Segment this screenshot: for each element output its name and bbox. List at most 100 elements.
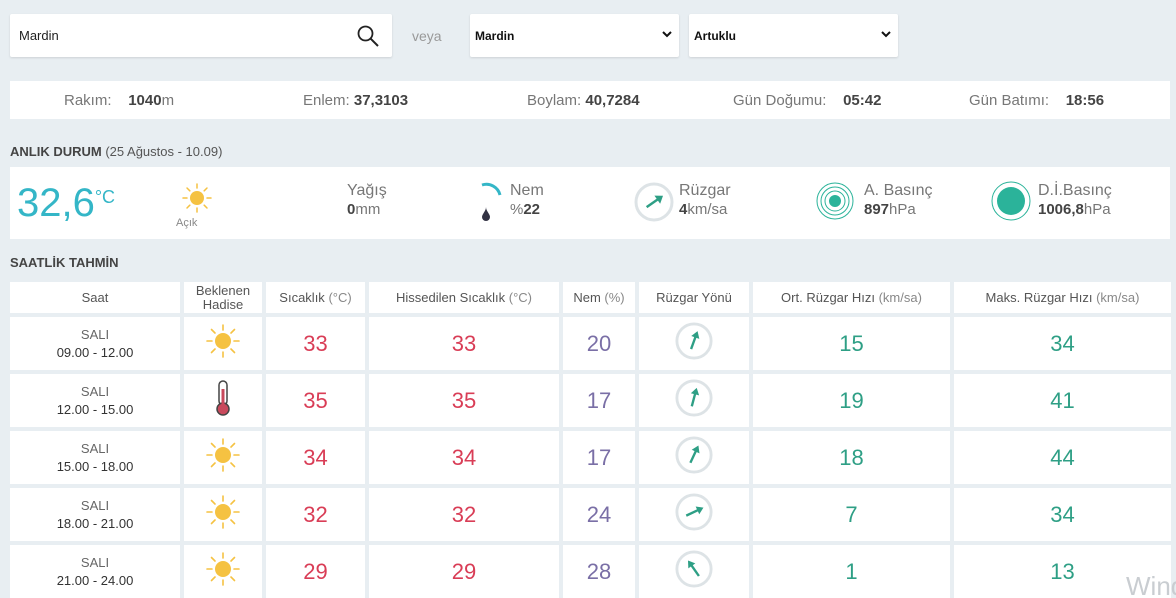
sea-pressure-label: D.İ.Basınç — [1038, 182, 1112, 199]
rain-unit: mm — [355, 201, 381, 218]
cell-max-wind: 41 — [954, 374, 1171, 427]
sunset-label: Gün Batımı: — [969, 92, 1050, 109]
table-header-row: Saat Beklenen Hadise Sıcaklık (°C) Hissed… — [10, 282, 1171, 313]
chevron-down-icon — [881, 31, 891, 38]
cell-time: SALI 18.00 - 21.00 — [10, 488, 180, 541]
cell-hadise — [184, 317, 262, 370]
rain-label: Yağış — [347, 182, 387, 199]
cell-wind-dir — [639, 374, 749, 427]
altitude-info: Rakım: 1040m — [64, 92, 174, 109]
cell-wind-dir — [639, 545, 749, 598]
sea-pressure-value: 1006,8 — [1038, 201, 1084, 218]
cell-max-wind: 34 — [954, 317, 1171, 370]
cell-avg-wind: 19 — [753, 374, 950, 427]
table-row: SALI 21.00 - 24.00 29 29 28 1 13 — [10, 545, 1171, 598]
cell-temp: 32 — [266, 488, 365, 541]
row-time: 21.00 - 24.00 — [56, 572, 134, 588]
cell-feels: 29 — [369, 545, 559, 598]
row-day: SALI — [80, 326, 110, 342]
row-day: SALI — [80, 440, 110, 456]
cell-temp: 33 — [266, 317, 365, 370]
cell-max-wind: 34 — [954, 488, 1171, 541]
row-day: SALI — [80, 497, 110, 513]
cell-feels: 32 — [369, 488, 559, 541]
cell-humidity: 17 — [563, 374, 635, 427]
cell-avg-wind: 15 — [753, 317, 950, 370]
humidity-value: 22 — [523, 201, 541, 218]
cell-hadise — [184, 374, 262, 427]
wind-label: Rüzgar — [679, 182, 731, 199]
wind-metric: Rüzgar 4km/sa — [679, 181, 731, 219]
wind-unit: km/sa — [687, 201, 728, 218]
cell-wind-dir — [639, 317, 749, 370]
cell-feels: 34 — [369, 431, 559, 484]
pressure-icon — [816, 182, 854, 220]
cell-temp: 29 — [266, 545, 365, 598]
header-hissedilen: Hissedilen Sıcaklık (°C) — [369, 282, 559, 313]
pressure-value: 897 — [864, 201, 890, 218]
cell-time: SALI 21.00 - 24.00 — [10, 545, 180, 598]
header-hadise: Beklenen Hadise — [184, 282, 262, 313]
header-ruzgar-yonu: Rüzgar Yönü — [639, 282, 749, 313]
rain-value: 0 — [347, 201, 356, 218]
humidity-metric: Nem %22 — [510, 181, 544, 219]
header-nem: Nem (%) — [563, 282, 635, 313]
current-conditions-panel: 32,6°C Açık Yağış 0mm Nem %22 Rüzgar 4km… — [10, 167, 1170, 239]
wind-direction-icon — [675, 322, 713, 360]
wind-direction-icon — [675, 550, 713, 588]
header-sicaklik: Sıcaklık (°C) — [266, 282, 365, 313]
sea-pressure-metric: D.İ.Basınç 1006,8hPa — [1038, 181, 1112, 219]
altitude-unit: m — [161, 92, 175, 109]
humidity-icon — [481, 182, 502, 221]
altitude-label: Rakım: — [64, 92, 112, 109]
sea-pressure-unit: hPa — [1083, 201, 1111, 218]
sun-icon — [206, 552, 240, 590]
location-info-bar: Rakım: 1040m Enlem: 37,3103 Boylam: 40,7… — [10, 81, 1170, 119]
sunrise-label: Gün Doğumu: — [733, 92, 827, 109]
humidity-label: Nem — [510, 182, 544, 199]
hourly-forecast-table: Saat Beklenen Hadise Sıcaklık (°C) Hissed… — [6, 278, 1175, 598]
search-icon[interactable] — [356, 24, 380, 48]
cell-temp: 35 — [266, 374, 365, 427]
search-input[interactable] — [10, 14, 330, 57]
wind-direction-icon — [634, 182, 674, 222]
cell-wind-dir — [639, 431, 749, 484]
pressure-metric: A. Basınç 897hPa — [864, 181, 932, 219]
current-section-title: ANLIK DURUM (25 Ağustos - 10.09) — [10, 144, 222, 159]
cell-temp: 34 — [266, 431, 365, 484]
current-temp-value: 32,6 — [17, 181, 95, 225]
district-select[interactable]: Artuklu — [689, 14, 898, 57]
header-ort-ruzgar: Ort. Rüzgar Hızı (km/sa) — [753, 282, 950, 313]
row-time: 18.00 - 21.00 — [56, 515, 134, 531]
row-time: 15.00 - 18.00 — [56, 458, 134, 474]
sea-pressure-icon — [991, 181, 1031, 221]
cell-wind-dir — [639, 488, 749, 541]
or-label: veya — [412, 28, 442, 44]
cell-feels: 33 — [369, 317, 559, 370]
table-row: SALI 18.00 - 21.00 32 32 24 7 34 — [10, 488, 1171, 541]
latitude-label: Enlem: — [303, 92, 350, 109]
longitude-value: 40,7284 — [585, 92, 640, 109]
current-condition: Açık — [176, 217, 198, 229]
latitude-info: Enlem: 37,3103 — [303, 92, 408, 109]
row-time: 12.00 - 15.00 — [56, 401, 134, 417]
cell-hadise — [184, 488, 262, 541]
longitude-info: Boylam: 40,7284 — [527, 92, 640, 109]
sunrise-value: 05:42 — [843, 92, 882, 109]
cell-avg-wind: 7 — [753, 488, 950, 541]
pressure-unit: hPa — [889, 201, 916, 218]
wind-value: 4 — [679, 201, 688, 218]
os-watermark: Wind — [1126, 571, 1176, 598]
pressure-label: A. Basınç — [864, 182, 933, 199]
cell-hadise — [184, 431, 262, 484]
humidity-prefix: % — [510, 201, 524, 218]
province-select[interactable]: Mardin — [470, 14, 679, 57]
search-box — [10, 14, 392, 57]
cell-time: SALI 09.00 - 12.00 — [10, 317, 180, 370]
cell-humidity: 17 — [563, 431, 635, 484]
longitude-label: Boylam: — [527, 92, 582, 109]
cell-hadise — [184, 545, 262, 598]
current-title: ANLIK DURUM — [10, 144, 102, 159]
latitude-value: 37,3103 — [353, 92, 409, 109]
cell-humidity: 28 — [563, 545, 635, 598]
